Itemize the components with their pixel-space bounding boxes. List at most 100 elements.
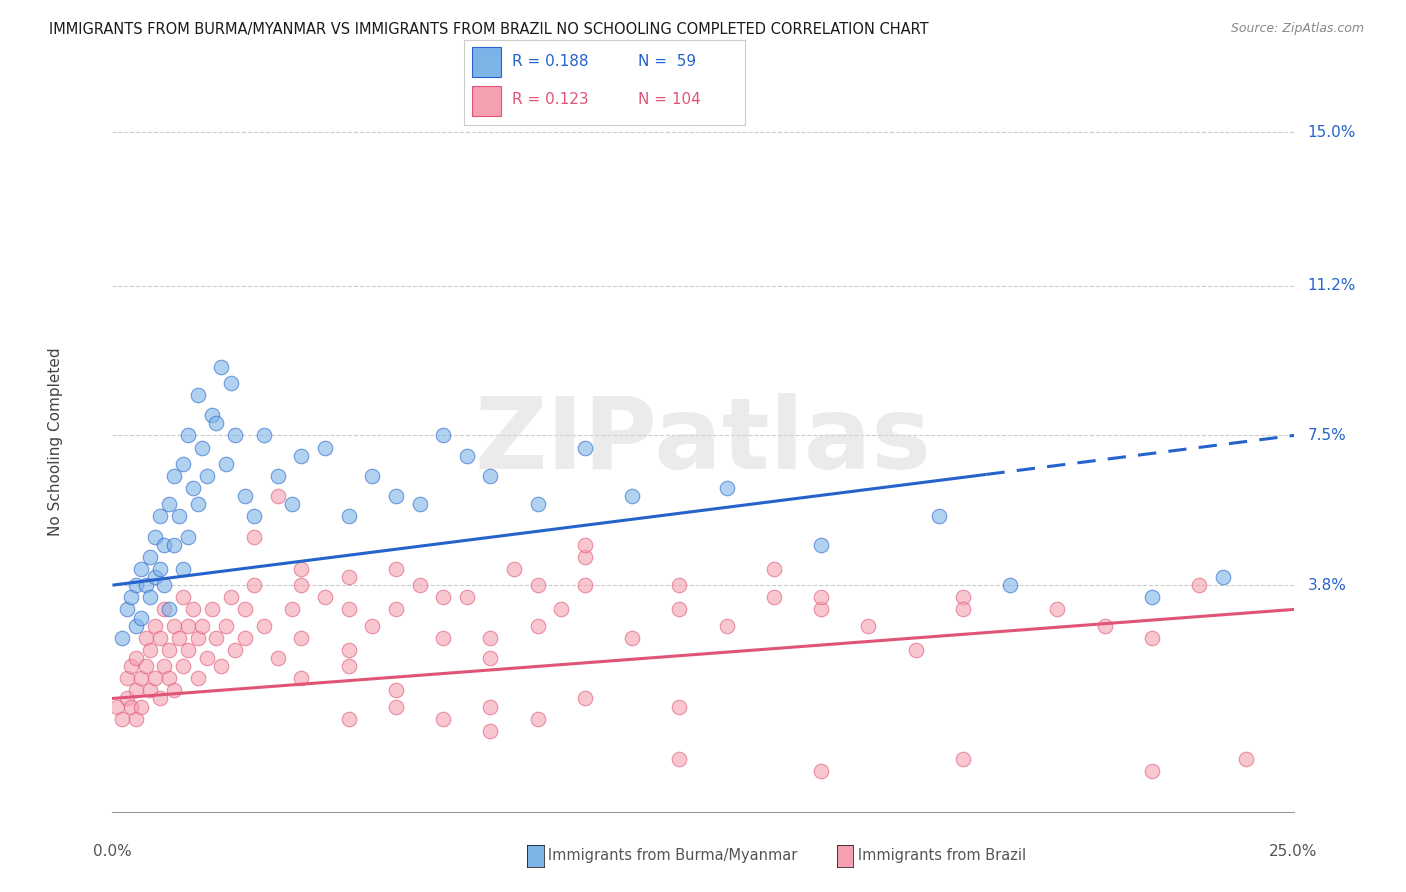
Point	[205, 631, 228, 645]
Point	[479, 469, 502, 483]
Point	[928, 509, 950, 524]
Point	[267, 469, 290, 483]
Point	[157, 602, 180, 616]
Text: 0.0%: 0.0%	[93, 844, 132, 859]
Point	[209, 359, 232, 374]
Point	[253, 428, 276, 442]
Point	[209, 659, 232, 673]
Bar	[472, 47, 501, 78]
Point	[550, 602, 572, 616]
Point	[574, 538, 596, 552]
Point	[810, 538, 832, 552]
Text: IMMIGRANTS FROM BURMA/MYANMAR VS IMMIGRANTS FROM BRAZIL NO SCHOOLING COMPLETED C: IMMIGRANTS FROM BURMA/MYANMAR VS IMMIGRA…	[49, 22, 929, 37]
Point	[668, 752, 690, 766]
Point	[574, 691, 596, 706]
Point	[157, 643, 180, 657]
Point	[172, 562, 194, 576]
Point	[149, 562, 172, 576]
Text: R = 0.188: R = 0.188	[512, 54, 588, 69]
Point	[952, 752, 974, 766]
Text: 25.0%: 25.0%	[1270, 844, 1317, 859]
Point	[1046, 602, 1069, 616]
Point	[195, 651, 218, 665]
Point	[186, 671, 208, 685]
Point	[115, 671, 138, 685]
Text: 11.2%: 11.2%	[1308, 278, 1355, 293]
Point	[385, 562, 408, 576]
Point	[125, 712, 148, 726]
Point	[267, 489, 290, 503]
Point	[290, 671, 312, 685]
Point	[219, 591, 242, 605]
Point	[762, 591, 785, 605]
Point	[574, 441, 596, 455]
Point	[253, 618, 276, 632]
Point	[172, 659, 194, 673]
Point	[177, 618, 200, 632]
Point	[149, 691, 172, 706]
Text: R = 0.123: R = 0.123	[512, 92, 588, 107]
Point	[337, 602, 360, 616]
Point	[135, 631, 157, 645]
Point	[215, 457, 238, 471]
Point	[219, 376, 242, 390]
Point	[290, 578, 312, 592]
Point	[191, 441, 214, 455]
Point	[129, 699, 152, 714]
Bar	[472, 86, 501, 116]
Text: 15.0%: 15.0%	[1308, 125, 1355, 139]
Point	[290, 449, 312, 463]
Point	[281, 602, 304, 616]
Point	[139, 591, 162, 605]
Text: 7.5%: 7.5%	[1308, 428, 1347, 443]
Point	[215, 618, 238, 632]
Point	[205, 417, 228, 431]
Point	[267, 651, 290, 665]
Point	[177, 428, 200, 442]
Point	[125, 578, 148, 592]
Point	[668, 578, 690, 592]
Point	[139, 643, 162, 657]
Point	[167, 631, 190, 645]
Point	[143, 671, 166, 685]
Point	[120, 659, 142, 673]
Text: 3.8%: 3.8%	[1308, 578, 1347, 592]
Point	[290, 562, 312, 576]
Point	[408, 497, 430, 511]
Point	[716, 618, 738, 632]
Point	[479, 723, 502, 738]
Point	[716, 481, 738, 495]
Point	[503, 562, 526, 576]
Point	[157, 671, 180, 685]
Point	[479, 651, 502, 665]
Point	[191, 618, 214, 632]
Point	[810, 591, 832, 605]
Point	[361, 469, 384, 483]
Point	[574, 578, 596, 592]
Point	[105, 699, 128, 714]
Text: Source: ZipAtlas.com: Source: ZipAtlas.com	[1230, 22, 1364, 36]
Point	[153, 659, 176, 673]
Point	[120, 591, 142, 605]
Point	[186, 631, 208, 645]
Point	[157, 497, 180, 511]
Point	[163, 538, 186, 552]
Point	[243, 578, 266, 592]
Text: Immigrants from Burma/Myanmar: Immigrants from Burma/Myanmar	[534, 848, 797, 863]
Point	[125, 618, 148, 632]
Point	[233, 602, 256, 616]
Point	[201, 409, 224, 423]
Point	[139, 683, 162, 698]
Point	[172, 457, 194, 471]
Point	[149, 631, 172, 645]
Point	[456, 591, 478, 605]
Point	[224, 643, 246, 657]
Text: No Schooling Completed: No Schooling Completed	[48, 347, 63, 536]
Point	[181, 602, 204, 616]
Point	[177, 530, 200, 544]
Point	[181, 481, 204, 495]
Point	[125, 683, 148, 698]
Point	[115, 691, 138, 706]
Point	[129, 610, 152, 624]
Point	[243, 509, 266, 524]
